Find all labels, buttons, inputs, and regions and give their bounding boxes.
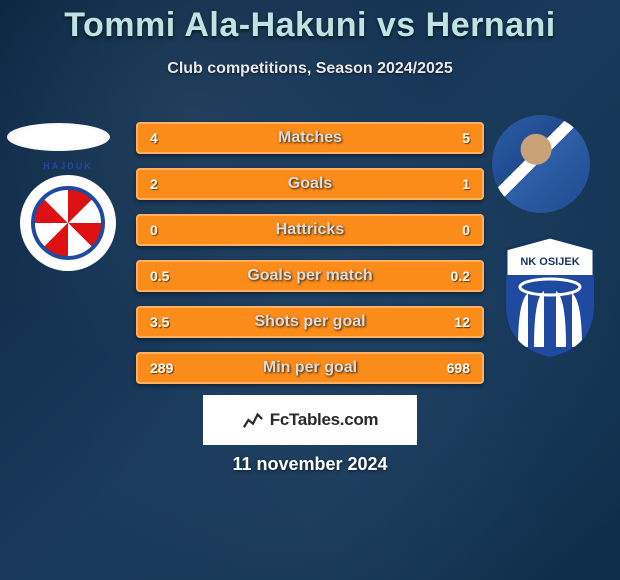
stat-right-value: 698	[447, 360, 470, 376]
infographic-date: 11 november 2024	[0, 454, 620, 475]
page-subtitle: Club competitions, Season 2024/2025	[0, 60, 620, 78]
stats-table: 4Matches5 2Goals1 0Hattricks0 0.5Goals per …	[136, 122, 484, 398]
stat-row: 3.5Shots per goal12	[136, 306, 484, 338]
stat-row: 2Goals1	[136, 168, 484, 200]
club-crest-right: NK OSIJEK	[500, 235, 600, 359]
stat-right-value: 5	[462, 130, 470, 146]
stat-label: Min per goal	[138, 359, 482, 377]
crest-left-text: HAJDUK	[20, 161, 116, 171]
stat-right-value: 12	[454, 314, 470, 330]
stat-left-value: 0	[150, 222, 158, 238]
stat-label: Matches	[138, 129, 482, 147]
chart-icon	[242, 409, 264, 431]
stat-row: 0Hattricks0	[136, 214, 484, 246]
stat-right-value: 0.2	[451, 268, 470, 284]
stat-row: 289Min per goal698	[136, 352, 484, 384]
stat-row: 0.5Goals per match0.2	[136, 260, 484, 292]
stat-label: Hattricks	[138, 221, 482, 239]
stat-label: Goals	[138, 175, 482, 193]
player-right-photo	[492, 115, 590, 213]
site-name: FcTables.com	[270, 410, 379, 430]
stat-label: Shots per goal	[138, 313, 482, 331]
svg-text:NK OSIJEK: NK OSIJEK	[520, 256, 579, 268]
stat-left-value: 3.5	[150, 314, 169, 330]
club-crest-left: HAJDUK	[20, 175, 116, 271]
stat-left-value: 4	[150, 130, 158, 146]
stat-right-value: 1	[462, 176, 470, 192]
stat-right-value: 0	[462, 222, 470, 238]
stat-left-value: 2	[150, 176, 158, 192]
player-left-photo	[7, 123, 110, 151]
site-branding: FcTables.com	[203, 395, 417, 445]
page-title: Tommi Ala-Hakuni vs Hernani	[0, 6, 620, 45]
stat-label: Goals per match	[138, 267, 482, 285]
stat-left-value: 289	[150, 360, 173, 376]
stat-left-value: 0.5	[150, 268, 169, 284]
stat-row: 4Matches5	[136, 122, 484, 154]
